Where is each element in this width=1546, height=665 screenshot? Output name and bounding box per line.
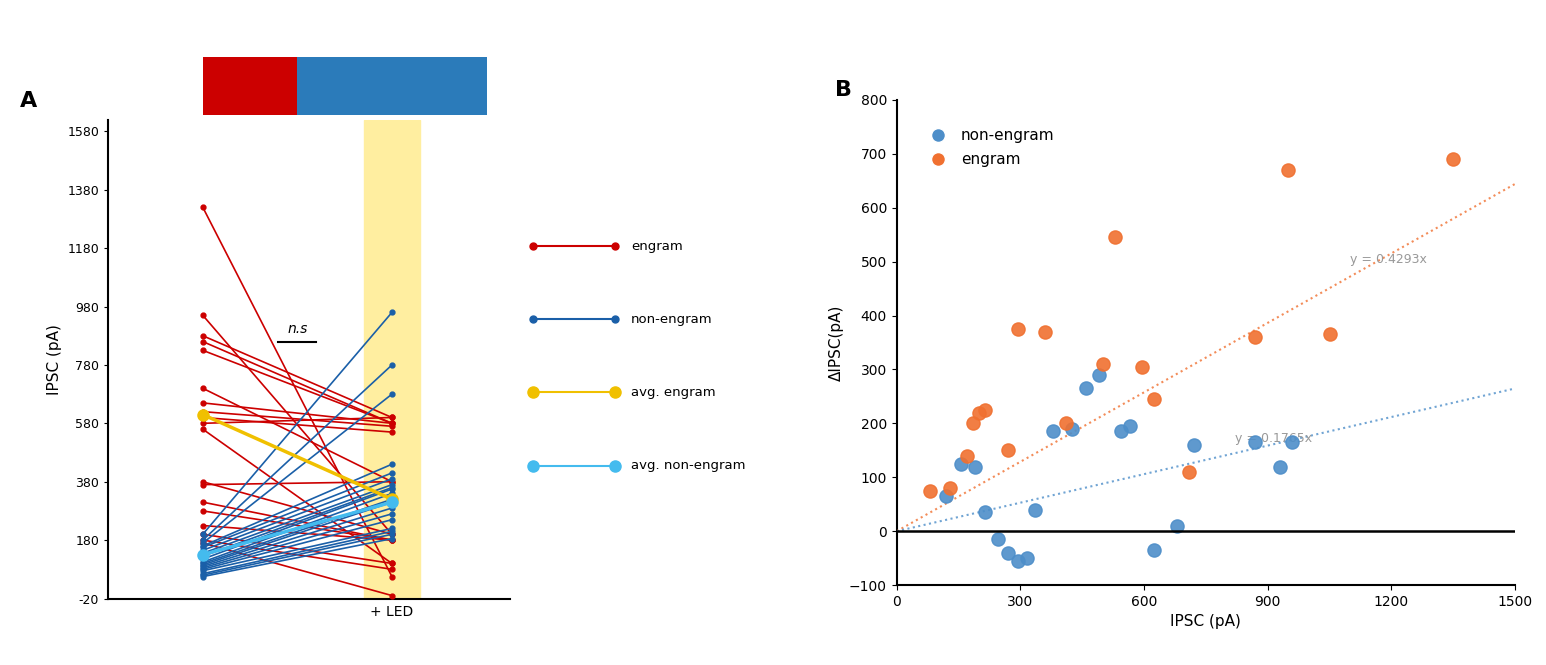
Point bbox=[1022, 504, 1047, 515]
Point bbox=[960, 418, 985, 429]
Point bbox=[1108, 426, 1133, 437]
Bar bbox=[363, 120, 421, 598]
Point bbox=[1243, 437, 1268, 448]
FancyBboxPatch shape bbox=[297, 57, 487, 115]
Text: Non-Engram: Non-Engram bbox=[334, 77, 450, 95]
Point bbox=[1275, 164, 1300, 175]
Point bbox=[1059, 424, 1084, 434]
Point bbox=[1102, 232, 1127, 243]
Text: avg. non-engram: avg. non-engram bbox=[631, 459, 745, 472]
Point bbox=[1142, 545, 1167, 555]
Point bbox=[1014, 553, 1039, 563]
Point bbox=[1118, 421, 1142, 432]
Text: B: B bbox=[835, 80, 852, 100]
Point bbox=[1074, 383, 1099, 394]
Point bbox=[1053, 418, 1078, 429]
Text: non-engram: non-engram bbox=[631, 313, 713, 326]
Text: A: A bbox=[20, 91, 37, 111]
Point bbox=[996, 547, 1020, 558]
Point bbox=[1142, 394, 1167, 404]
Point bbox=[1087, 370, 1112, 380]
Text: engram: engram bbox=[631, 239, 682, 253]
Point bbox=[1006, 324, 1031, 334]
Y-axis label: IPSC (pA): IPSC (pA) bbox=[46, 324, 62, 394]
Point bbox=[1040, 426, 1065, 437]
Point bbox=[954, 450, 979, 461]
Point bbox=[1090, 358, 1115, 369]
Point bbox=[1177, 467, 1201, 477]
Point bbox=[996, 445, 1020, 456]
Point bbox=[1006, 556, 1031, 567]
Point bbox=[1280, 437, 1305, 448]
Point bbox=[1033, 327, 1057, 337]
Point bbox=[985, 534, 1010, 545]
Point bbox=[948, 459, 972, 469]
Point bbox=[934, 491, 959, 501]
Point bbox=[1164, 521, 1189, 531]
Text: y = 0.4293x: y = 0.4293x bbox=[1350, 253, 1427, 266]
Point bbox=[1317, 329, 1342, 340]
Point bbox=[972, 404, 997, 415]
Legend: non-engram, engram: non-engram, engram bbox=[917, 122, 1061, 174]
Text: avg. engram: avg. engram bbox=[631, 386, 716, 399]
Point bbox=[1130, 362, 1155, 372]
Point bbox=[917, 485, 942, 496]
X-axis label: IPSC (pA): IPSC (pA) bbox=[1170, 614, 1241, 630]
Point bbox=[1181, 440, 1206, 450]
Text: y = 0.1765x: y = 0.1765x bbox=[1235, 432, 1313, 446]
Point bbox=[972, 507, 997, 517]
Point bbox=[1268, 462, 1292, 472]
Point bbox=[963, 462, 988, 472]
FancyBboxPatch shape bbox=[203, 57, 297, 115]
Point bbox=[966, 407, 991, 418]
Y-axis label: ΔIPSC(pA): ΔIPSC(pA) bbox=[829, 305, 844, 380]
Text: Engram: Engram bbox=[215, 77, 286, 95]
Text: n.s: n.s bbox=[288, 323, 308, 336]
Point bbox=[938, 483, 963, 493]
Point bbox=[1441, 154, 1466, 164]
Point bbox=[1243, 332, 1268, 342]
